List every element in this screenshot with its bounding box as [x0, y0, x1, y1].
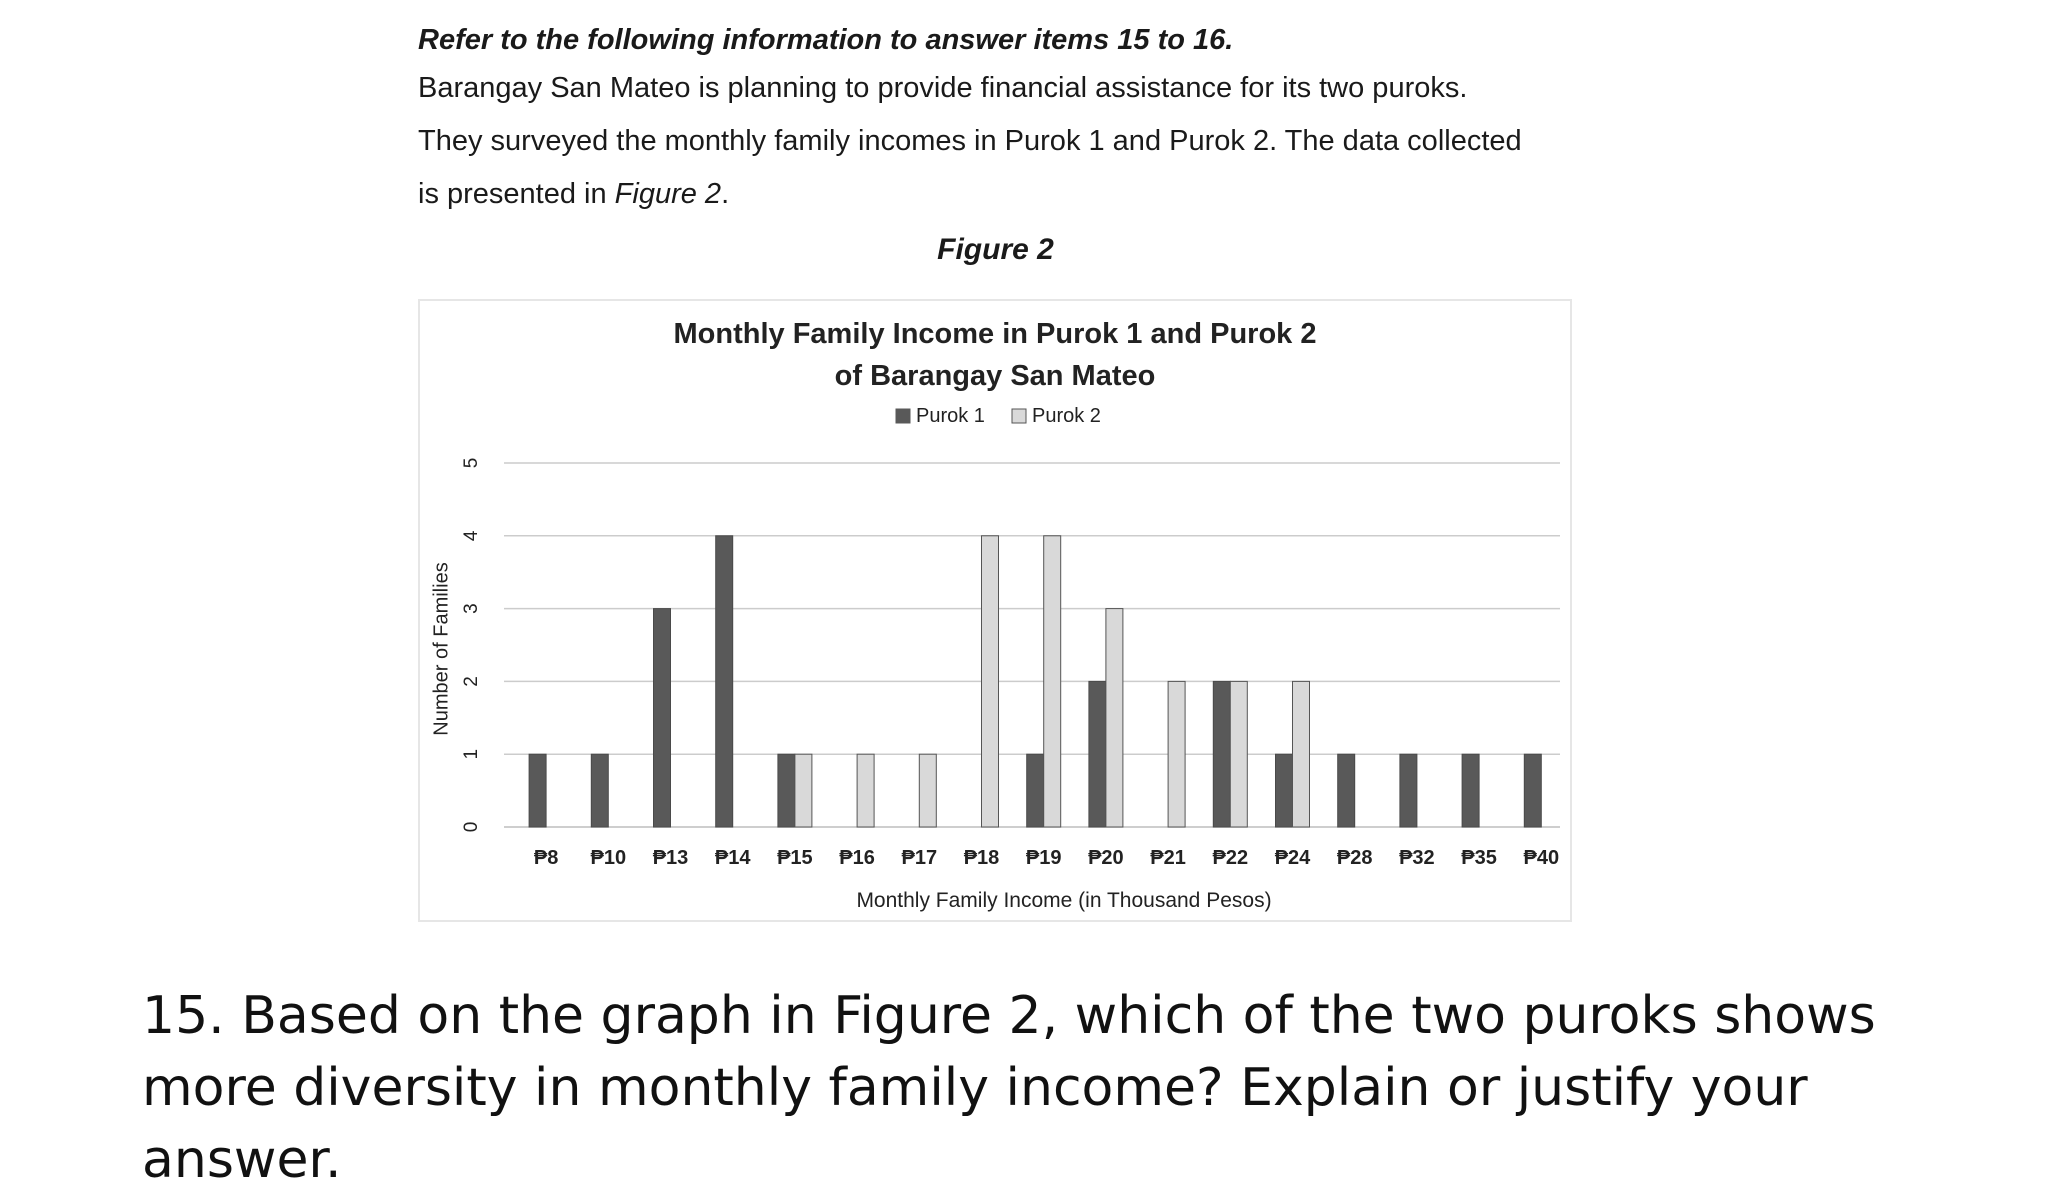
- chart-container: Monthly Family Income in Purok 1 and Pur…: [418, 299, 1572, 922]
- y-tick-label-0: 0: [461, 822, 482, 833]
- paragraph-line-2: They surveyed the monthly family incomes…: [418, 125, 1522, 157]
- x-tick-label-13: ₱28: [1337, 847, 1373, 869]
- x-tick-label-8: ₱19: [1026, 847, 1062, 869]
- y-axis-label: Number of Families: [430, 562, 452, 735]
- x-tick-label-0: ₱8: [534, 847, 558, 869]
- paragraph-line-1: Barangay San Mateo is planning to provid…: [418, 72, 1468, 104]
- bar-purok1-15: [1461, 753, 1480, 828]
- x-tick-label-3: ₱14: [715, 847, 751, 869]
- bar-purok1-8: [1026, 753, 1045, 828]
- legend-label-2: Purok 2: [1032, 405, 1101, 427]
- x-tick-label-7: ₱18: [964, 847, 1000, 869]
- bar-chart: Monthly Family Income in Purok 1 and Pur…: [430, 318, 1560, 912]
- legend-label-1: Purok 1: [916, 405, 985, 427]
- x-tick-label-14: ₱32: [1399, 847, 1435, 869]
- y-tick-label-4: 4: [461, 530, 482, 541]
- instruction-text: Refer to the following information to an…: [418, 24, 1234, 56]
- bar-purok1-0: [528, 753, 547, 828]
- x-tick-label-16: ₱40: [1524, 847, 1560, 869]
- bar-purok2-12: [1292, 680, 1310, 828]
- x-tick-label-5: ₱16: [839, 847, 875, 869]
- legend-swatch-2: [1011, 408, 1027, 424]
- bar-purok1-13: [1337, 753, 1356, 828]
- bar-purok2-5: [856, 753, 875, 828]
- x-tick-label-1: ₱10: [591, 847, 627, 869]
- legend-swatch-1: [895, 408, 911, 424]
- bar-purok2-7: [981, 535, 999, 828]
- y-tick-label-1: 1: [461, 749, 482, 760]
- x-tick-label-2: ₱13: [653, 847, 689, 869]
- bar-purok1-11: [1212, 680, 1231, 828]
- x-axis-label: Monthly Family Income (in Thousand Pesos…: [856, 889, 1271, 912]
- bar-purok1-12: [1275, 753, 1293, 828]
- bar-purok1-1: [590, 753, 609, 828]
- x-tick-label-11: ₱22: [1213, 847, 1249, 869]
- y-tick-label-3: 3: [461, 603, 482, 614]
- bar-purok1-4: [777, 753, 796, 828]
- bar-purok2-8: [1043, 535, 1062, 828]
- x-tick-label-9: ₱20: [1088, 847, 1124, 869]
- x-tick-label-6: ₱17: [902, 847, 938, 869]
- bar-purok1-14: [1399, 753, 1418, 828]
- bar-purok1-3: [715, 535, 734, 828]
- bar-purok2-11: [1229, 680, 1248, 828]
- paragraph-line-3-prefix: is presented in: [418, 178, 615, 210]
- bar-purok1-9: [1088, 680, 1107, 828]
- chart-title-line-2: of Barangay San Mateo: [835, 360, 1156, 392]
- bar-purok2-6: [918, 753, 937, 828]
- document-text: Refer to the following information to an…: [418, 18, 1573, 266]
- x-tick-label-4: ₱15: [777, 847, 813, 869]
- bar-purok2-4: [794, 753, 813, 828]
- bar-purok1-2: [653, 608, 671, 828]
- figure-label: Figure 2: [937, 233, 1054, 266]
- x-tick-label-12: ₱24: [1275, 847, 1311, 869]
- question-text: 15. Based on the graph in Figure 2, whic…: [142, 986, 1876, 1190]
- bar-purok2-10: [1167, 680, 1186, 828]
- paragraph-line-3: is presented in Figure 2.: [418, 168, 1573, 221]
- x-tick-label-10: ₱21: [1150, 847, 1186, 869]
- figure-reference: Figure 2: [614, 178, 722, 210]
- y-tick-label-2: 2: [461, 676, 482, 687]
- chart-title-line-1: Monthly Family Income in Purok 1 and Pur…: [674, 318, 1317, 350]
- y-tick-label-5: 5: [461, 458, 482, 469]
- bar-purok2-9: [1105, 608, 1124, 828]
- paragraph-line-3-suffix: .: [721, 178, 730, 210]
- bar-purok1-16: [1523, 753, 1542, 828]
- x-tick-label-15: ₱35: [1461, 847, 1497, 869]
